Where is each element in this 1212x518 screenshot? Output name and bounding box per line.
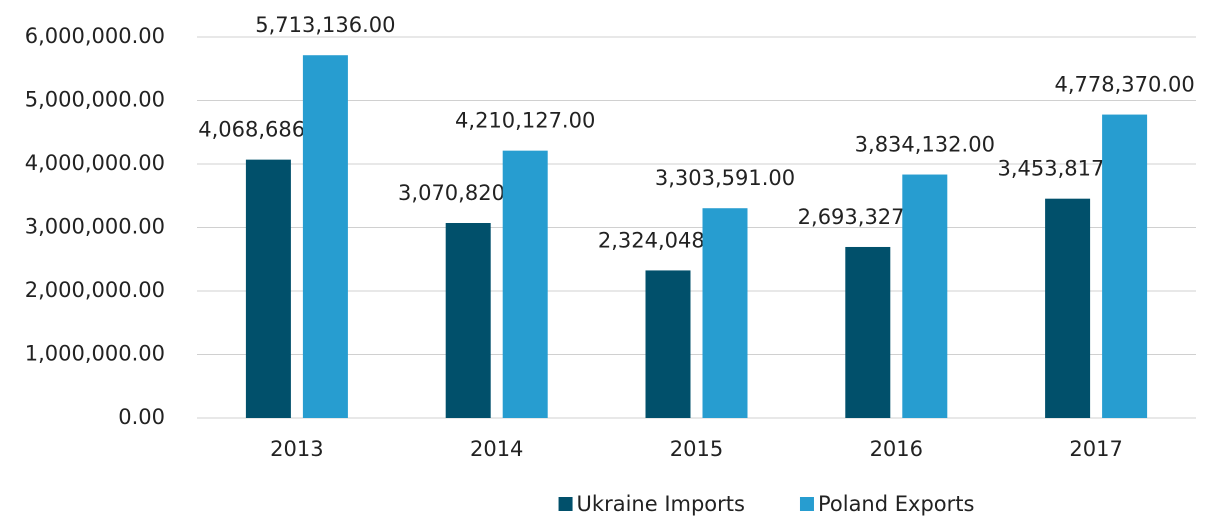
legend-swatch xyxy=(558,497,573,511)
y-tick-label: 4,000,000.00 xyxy=(25,151,165,175)
y-tick-label: 1,000,000.00 xyxy=(25,342,165,366)
legend-swatch xyxy=(799,497,814,511)
y-tick-label: 6,000,000.00 xyxy=(25,24,165,48)
x-tick-label: 2016 xyxy=(870,437,923,461)
bar xyxy=(245,159,291,419)
bar xyxy=(1102,114,1148,419)
bar xyxy=(502,150,548,419)
data-label: 4,778,370.00 xyxy=(1054,73,1194,97)
x-tick-label: 2017 xyxy=(1069,437,1122,461)
x-tick-label: 2013 xyxy=(270,437,323,461)
y-tick-label: 2,000,000.00 xyxy=(25,278,165,302)
data-label: 5,713,136.00 xyxy=(255,13,395,37)
data-label: 3,303,591.00 xyxy=(655,166,795,190)
x-tick-label: 2015 xyxy=(670,437,723,461)
bar xyxy=(645,270,691,418)
x-tick-label: 2014 xyxy=(470,437,523,461)
legend-label: Poland Exports xyxy=(818,492,974,516)
y-tick-label: 3,000,000.00 xyxy=(25,215,165,239)
data-label: 4,210,127.00 xyxy=(455,109,595,133)
legend-label: Ukraine Imports xyxy=(577,492,745,516)
y-tick-label: 5,000,000.00 xyxy=(25,88,165,112)
bar xyxy=(702,208,748,418)
bar xyxy=(902,174,948,418)
bar xyxy=(445,223,491,418)
data-label: 3,834,132.00 xyxy=(855,133,995,157)
bar xyxy=(302,55,348,419)
y-tick-label: 0.00 xyxy=(118,405,165,429)
bar xyxy=(1045,198,1091,418)
bar xyxy=(845,246,891,418)
